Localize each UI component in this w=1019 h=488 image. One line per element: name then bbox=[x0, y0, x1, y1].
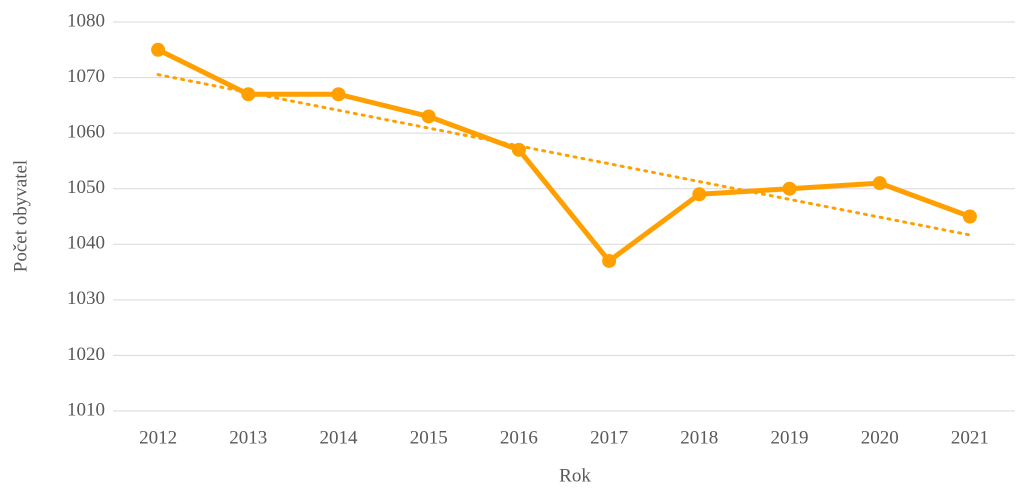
x-tick-label: 2016 bbox=[500, 427, 538, 448]
x-tick-label: 2012 bbox=[139, 427, 177, 448]
y-tick-label: 1060 bbox=[67, 122, 105, 143]
y-tick-label: 1070 bbox=[67, 66, 105, 87]
y-tick-label: 1040 bbox=[67, 233, 105, 254]
y-tick-label: 1030 bbox=[67, 288, 105, 309]
data-point bbox=[692, 187, 707, 202]
data-point bbox=[872, 176, 887, 191]
x-tick-label: 2013 bbox=[229, 427, 267, 448]
x-tick-label: 2019 bbox=[771, 427, 809, 448]
data-point bbox=[151, 42, 166, 57]
data-point bbox=[331, 87, 346, 102]
data-point bbox=[602, 253, 617, 268]
y-tick-label: 1020 bbox=[67, 344, 105, 365]
series-line bbox=[156, 47, 971, 264]
trendline bbox=[156, 73, 972, 237]
x-axis-title: Rok bbox=[559, 465, 591, 486]
x-tick-label: 2015 bbox=[410, 427, 448, 448]
data-point bbox=[962, 209, 977, 224]
y-tick-label: 1050 bbox=[67, 177, 105, 198]
data-point bbox=[782, 181, 797, 196]
x-tick-label: 2021 bbox=[951, 427, 989, 448]
data-point bbox=[421, 109, 436, 124]
data-point bbox=[511, 142, 526, 157]
y-tick-label: 1010 bbox=[67, 399, 105, 420]
x-tick-label: 2014 bbox=[320, 427, 359, 448]
y-axis-title: Počet obyvatel bbox=[10, 160, 31, 272]
x-tick-label: 2017 bbox=[590, 427, 628, 448]
y-tick-label: 1080 bbox=[67, 10, 105, 31]
x-tick-label: 2018 bbox=[680, 427, 718, 448]
x-tick-label: 2020 bbox=[861, 427, 899, 448]
data-point bbox=[241, 87, 256, 102]
